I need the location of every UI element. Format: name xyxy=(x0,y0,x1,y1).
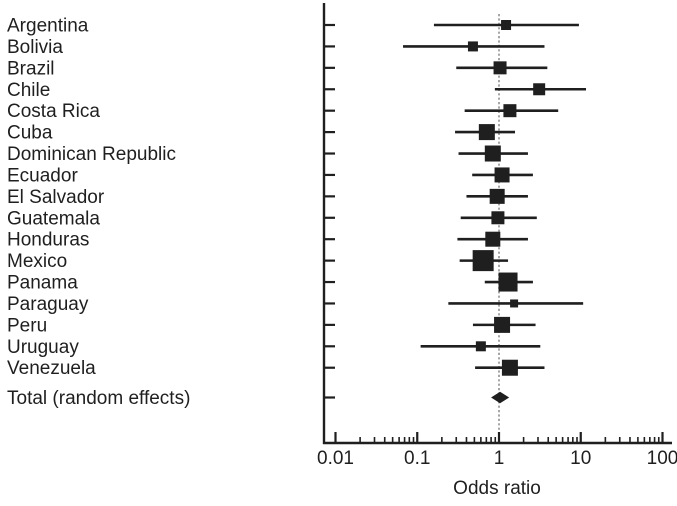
or-square-marker xyxy=(485,231,501,247)
or-square-marker xyxy=(494,316,511,333)
or-square-marker xyxy=(491,211,505,225)
row-label: Peru xyxy=(7,315,47,336)
row-label: Brazil xyxy=(7,58,55,79)
or-square-marker xyxy=(472,250,494,272)
row-label: Paraguay xyxy=(7,294,89,315)
or-square-marker xyxy=(489,188,505,204)
or-square-marker xyxy=(494,167,510,183)
or-square-marker xyxy=(501,359,518,376)
x-tick-label: 10 xyxy=(570,448,591,469)
row-label: Uruguay xyxy=(7,337,79,358)
row-label: Dominican Republic xyxy=(7,144,176,165)
or-square-marker xyxy=(498,272,518,292)
x-tick-label: 0.01 xyxy=(317,448,354,469)
total-label: Total (random effects) xyxy=(7,388,190,409)
or-square-marker xyxy=(478,124,495,141)
or-square-marker xyxy=(475,341,486,352)
row-label: Honduras xyxy=(7,230,89,251)
row-label: Costa Rica xyxy=(7,101,100,122)
row-label: Mexico xyxy=(7,251,67,272)
or-square-marker xyxy=(501,20,512,30)
or-square-marker xyxy=(533,83,546,96)
row-label: Argentina xyxy=(7,16,89,37)
or-square-marker xyxy=(467,41,478,52)
or-square-marker xyxy=(510,299,519,308)
row-label: Chile xyxy=(7,80,50,101)
x-tick-label: 0.1 xyxy=(404,448,430,469)
x-axis-title: Odds ratio xyxy=(453,478,541,499)
row-label: Cuba xyxy=(7,123,53,144)
row-label: Bolivia xyxy=(7,37,63,58)
x-tick-label: 100 xyxy=(647,448,677,469)
total-diamond xyxy=(491,391,510,404)
row-label: El Salvador xyxy=(7,187,105,208)
row-label: Ecuador xyxy=(7,165,78,186)
row-label: Panama xyxy=(7,273,78,294)
row-label: Venezuela xyxy=(7,358,96,379)
or-square-marker xyxy=(503,104,517,118)
x-tick-label: 1 xyxy=(494,448,505,469)
row-label: Guatemala xyxy=(7,208,100,229)
or-square-marker xyxy=(493,61,507,75)
or-square-marker xyxy=(484,145,501,162)
